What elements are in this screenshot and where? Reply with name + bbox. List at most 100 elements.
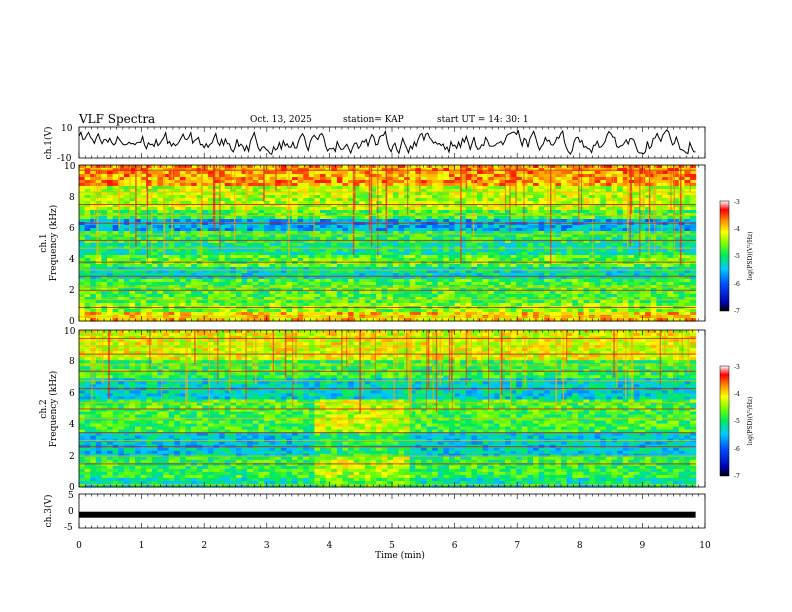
spectrogram-cell [280,231,288,235]
spectrogram-cell [533,216,540,220]
spectrogram-cell [656,186,663,190]
spectrogram-cell [510,237,517,241]
spectrogram-cell [656,192,663,196]
spectrogram-cell [510,186,517,190]
spectrogram-cell [252,258,259,262]
spectrogram-cell [476,273,484,277]
spectrogram-cell [594,222,601,226]
spectrogram-cell [628,252,635,256]
spectrogram-cell [499,213,506,217]
spectrogram-cell [219,279,226,283]
spectrogram-cell [533,204,540,208]
spectrogram-cell [163,237,170,241]
spectrogram-cell [583,231,590,235]
spectrogram-cell [163,201,170,205]
spectrogram-cell [398,195,405,199]
spectrogram-cell [247,195,254,199]
spectrogram-cell [353,222,360,226]
spectrogram-cell [561,192,568,196]
spectrogram-cell [336,183,344,187]
spectrogram-cell [308,249,316,253]
spectrogram-cell [465,264,472,268]
spectrogram-cell [129,192,136,196]
spectrogram-cell [566,264,573,268]
spectrogram-cell [107,183,114,187]
spectrogram-cell [107,189,114,193]
spectrogram-cell [224,183,231,187]
spectrogram-cell [196,183,203,187]
spectrogram-cell [566,255,573,259]
spectrogram-cell [432,186,439,190]
spectrogram-cell [505,210,512,214]
spectrogram-cell [561,240,568,244]
spectrogram-cell [572,180,579,184]
spectrogram-cell [336,216,344,220]
spectrogram-cell [123,252,131,256]
spectrogram-cell [179,180,187,184]
spectrogram-cell [207,261,215,265]
spectrogram-cell [650,216,657,220]
spectrogram-cell [359,180,366,184]
spectrogram-cell [611,180,618,184]
spectrogram-cell [123,189,131,193]
spectrogram-cell [538,273,545,277]
spectrogram-cell [353,180,360,184]
spectrogram-cell [493,276,501,280]
spectrogram-cell [398,219,405,223]
spectrogram-cell [191,273,198,277]
spectrogram-cell [101,249,108,253]
spectrogram-cell [443,204,450,208]
spectrogram-cell [235,264,243,268]
spectrogram-cell [533,240,540,244]
spectrogram-cell [280,174,288,178]
spectrogram-cell [241,249,248,253]
spectrogram-cell [460,279,467,283]
spectrogram-cell [235,210,243,214]
spectrogram-cell [426,186,433,190]
spectrogram-cell [112,261,119,265]
spectrogram-cell [263,282,271,286]
spectrogram-cell [269,210,276,214]
spectrogram-cell [538,237,545,241]
spectrogram-cell [387,231,394,235]
spectrogram-cell [348,255,355,259]
spectrogram-cell [605,276,613,280]
spectrogram-cell [314,228,321,232]
spectrogram-cell [667,252,674,256]
spectrogram-cell [420,225,428,229]
spectrogram-cell [364,243,372,247]
spectrogram-cell [235,195,243,199]
spectrogram-cell [241,255,248,259]
spectrogram-cell [275,201,282,205]
spectrogram-cell [505,180,512,184]
spectrogram-cell [90,192,97,196]
spectrogram-cell [364,189,372,193]
spectrogram-cell [252,171,259,175]
spectrogram-cell [510,183,517,187]
spectrogram-cell [185,282,192,286]
spectrogram-cell [404,255,411,259]
spectrogram-cell [566,198,573,202]
spectrogram-cell [79,240,86,244]
spectrogram-cell [123,216,131,220]
spectrogram-cell [314,297,321,301]
spectrogram-cell [633,195,641,199]
spectrogram-cell [628,291,635,295]
spectrogram-cell [370,204,377,208]
spectrogram-cell [471,216,478,220]
spectrogram-cell [605,186,613,190]
spectrogram-cell [488,234,495,238]
spectrogram-cell [230,264,237,268]
spectrogram-cell [196,189,203,193]
spectrogram-cell [370,192,377,196]
spectrogram-cell [589,213,596,217]
spectrogram-cell [163,171,170,175]
spectrogram-cell [95,243,103,247]
spectrogram-cell [656,195,663,199]
spectrogram-cell [101,186,108,190]
spectrogram-cell [342,228,349,232]
spectrogram-cell [107,282,114,286]
spectrogram-cell [140,282,147,286]
spectrogram-cell [432,234,439,238]
spectrogram-cell [252,261,259,265]
